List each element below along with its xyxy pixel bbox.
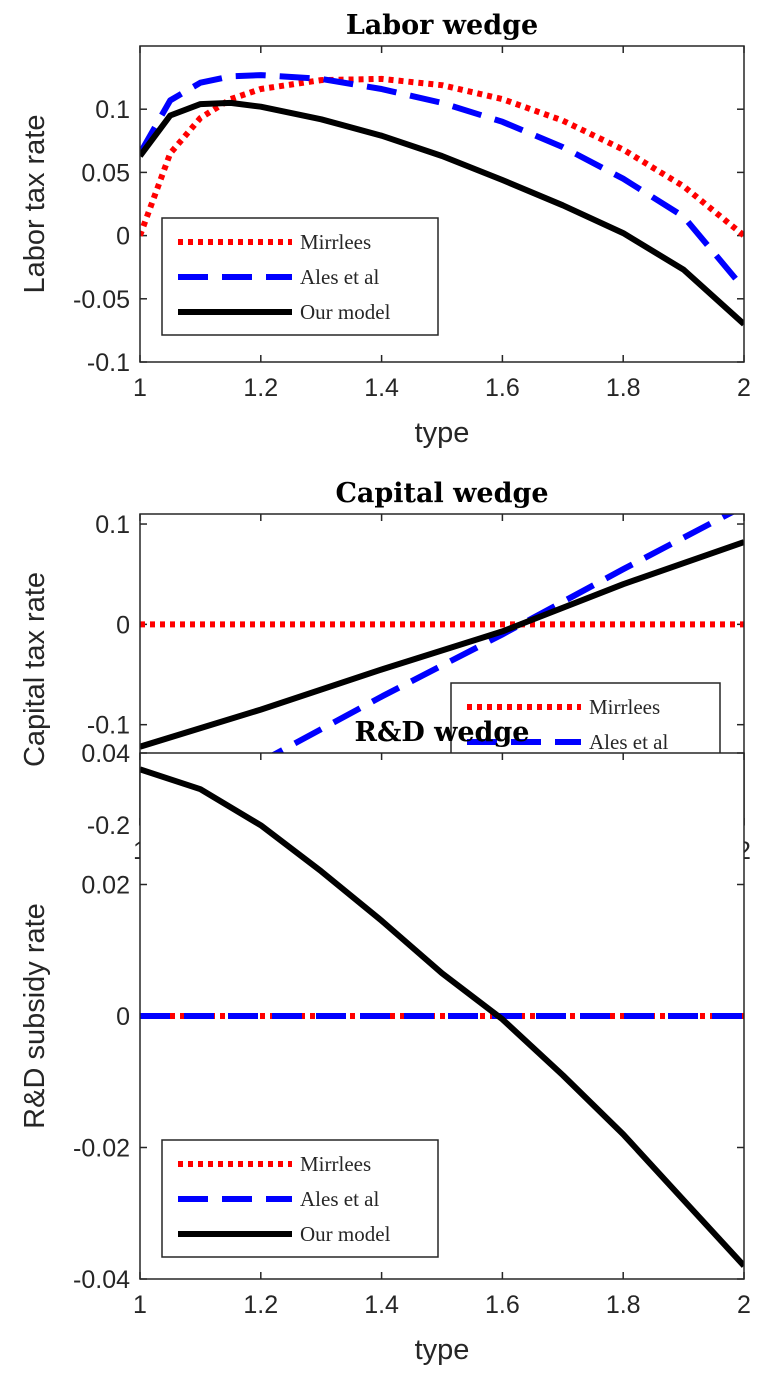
x-tick-label: 1.6	[485, 374, 520, 402]
axes-box	[139, 752, 745, 1280]
y-axis-label: Labor tax rate	[19, 115, 51, 294]
series-line-our-model	[140, 99, 744, 327]
y-tick-label: -0.2	[87, 812, 130, 840]
chart-1: Labor wedge 1 1.2 1.4 1.6 1.8 2 -0.1 -0.05 0 0.05 0…	[19, 10, 751, 449]
x-tick-label: 2	[737, 1291, 751, 1319]
legend-label: Ales et al	[589, 730, 668, 754]
axes-box	[139, 45, 745, 363]
x-tick-label: 1.4	[364, 1291, 399, 1319]
y-tick-label: -0.02	[73, 1135, 130, 1163]
y-tick-label: -0.1	[87, 712, 130, 740]
series-line-ales-et-al	[140, 72, 744, 291]
series-line-our-model	[140, 539, 744, 750]
x-tick-label: 2	[737, 374, 751, 402]
x-tick-label: 1.4	[364, 374, 399, 402]
chart-title: Capital wedge	[335, 478, 548, 509]
x-axis-label: type	[415, 417, 470, 449]
legend-label: Mirrlees	[300, 1152, 371, 1176]
x-tick-label: 1.2	[243, 374, 278, 402]
y-tick-label: -0.05	[73, 286, 130, 314]
legend-label: Our model	[300, 1222, 391, 1246]
y-tick-label: 0	[116, 1003, 130, 1031]
legend-label: Mirrlees	[300, 230, 371, 254]
y-tick-label: -0.1	[87, 349, 130, 377]
x-tick-label: 1	[133, 374, 147, 402]
y-axis-label: Capital tax rate	[19, 572, 51, 767]
y-tick-label: 0	[116, 611, 130, 639]
y-axis-label: R&D subsidy rate	[19, 903, 51, 1129]
x-tick-label: 1.2	[243, 1291, 278, 1319]
chart-title: Labor wedge	[346, 10, 538, 41]
chart-3: R&D wedge 1 1.2 1.4 1.6 1.8 2 -0.04 -0.02 0 0.02 0.…	[19, 717, 751, 1366]
y-tick-label: 0.05	[81, 159, 130, 187]
series-line-mirrlees	[140, 75, 744, 238]
y-tick-label: -0.04	[73, 1266, 130, 1294]
legend-label: Ales et al	[300, 1187, 379, 1211]
legend-label: Our model	[300, 300, 391, 324]
legend: Mirrlees Ales et al Our model	[161, 1139, 439, 1258]
x-axis-label: type	[415, 1334, 470, 1366]
legend-label: Ales et al	[300, 265, 379, 289]
y-tick-label: 0.04	[81, 740, 130, 768]
y-tick-label: 0.1	[95, 511, 130, 539]
y-tick-label: 0.02	[81, 872, 130, 900]
y-tick-label: 0	[116, 223, 130, 251]
x-tick-label: 1.6	[485, 1291, 520, 1319]
series-line-our-model	[140, 766, 744, 1268]
legend-label: Mirrlees	[589, 695, 660, 719]
x-tick-label: 1	[133, 1291, 147, 1319]
x-tick-label: 1.8	[606, 1291, 641, 1319]
chart-title: R&D wedge	[355, 717, 530, 748]
y-tick-label: 0.1	[95, 96, 130, 124]
x-tick-label: 1.8	[606, 374, 641, 402]
legend: Mirrlees Ales et al Our model	[161, 217, 439, 336]
